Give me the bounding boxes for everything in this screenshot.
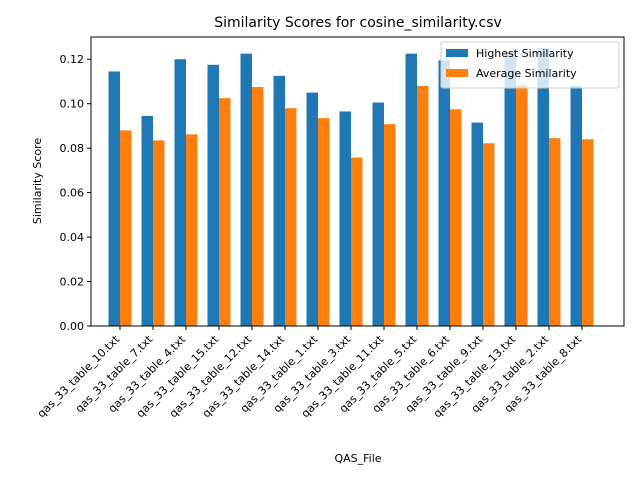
bar-highest-8 — [339, 111, 351, 326]
chart-title: Similarity Scores for cosine_similarity.… — [214, 15, 502, 31]
bar-average-9 — [384, 124, 396, 326]
y-axis-label: Similarity Score — [31, 138, 44, 225]
y-tick-label: 0.12 — [60, 53, 85, 66]
y-tick-label: 0.02 — [60, 276, 85, 289]
bar-highest-11 — [438, 60, 450, 327]
bar-highest-2 — [141, 115, 153, 326]
bar-average-3 — [186, 134, 198, 326]
legend: Highest Similarity Average Similarity — [440, 41, 620, 89]
bar-average-4 — [219, 98, 231, 326]
bar-average-7 — [318, 118, 330, 326]
legend-label: Average Similarity — [476, 67, 577, 80]
bar-average-2 — [153, 140, 165, 326]
bar-highest-9 — [372, 102, 384, 326]
x-axis: qas_33_table_10.txtqas_33_table_7.txtqas… — [35, 326, 585, 420]
bar-highest-6 — [273, 75, 285, 327]
legend-swatch — [446, 69, 468, 77]
bar-highest-5 — [240, 53, 252, 327]
bar-average-8 — [351, 157, 363, 326]
bar-highest-1 — [108, 71, 120, 327]
y-tick-label: 0.08 — [60, 142, 85, 155]
legend-swatch — [446, 49, 468, 57]
bar-average-6 — [285, 108, 297, 326]
bar-average-15 — [582, 139, 594, 326]
x-axis-label: QAS_File — [334, 452, 381, 465]
bar-highest-13 — [504, 51, 516, 326]
legend-box — [440, 41, 620, 89]
bar-average-10 — [417, 85, 429, 326]
bar-highest-7 — [306, 92, 318, 326]
bar-highest-12 — [471, 122, 483, 326]
bar-average-12 — [483, 143, 495, 326]
y-tick-label: 0.04 — [60, 231, 85, 244]
bar-highest-14 — [537, 48, 549, 327]
bar-average-11 — [450, 109, 462, 326]
bar-average-5 — [252, 87, 264, 327]
legend-label: Highest Similarity — [476, 47, 574, 60]
y-tick-label: 0.10 — [60, 98, 85, 111]
bar-highest-10 — [405, 53, 417, 327]
y-tick-label: 0.06 — [60, 187, 85, 200]
bars-group — [108, 48, 594, 327]
bar-average-1 — [120, 130, 132, 326]
plot-frame — [90, 36, 625, 327]
bar-highest-15 — [570, 85, 582, 326]
bar-average-13 — [516, 84, 528, 326]
y-axis: 0.00 0.02 0.04 0.06 0.08 0.10 0.12 — [60, 53, 91, 333]
bar-average-14 — [549, 138, 561, 326]
bar-highest-3 — [174, 59, 186, 326]
bar-highest-4 — [207, 64, 219, 326]
y-tick-label: 0.00 — [60, 320, 85, 333]
